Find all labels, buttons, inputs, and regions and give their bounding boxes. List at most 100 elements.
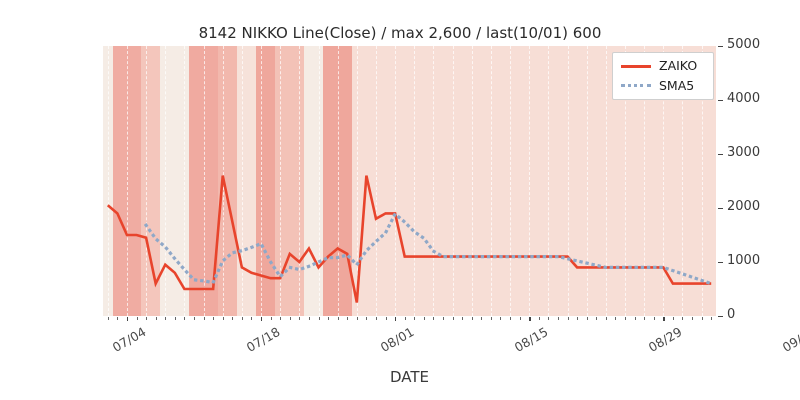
x-tick-minor-mark [308,317,310,320]
x-tick-minor-mark [318,317,320,320]
x-tick-minor-mark [596,317,598,320]
x-tick-minor-mark [634,317,636,320]
x-tick-minor-mark [586,317,588,320]
y-tick-mark [718,46,723,48]
series-line-zaiko [106,175,712,303]
legend-swatch-sma5 [621,84,651,87]
gridline [280,46,282,316]
x-tick-minor-mark [682,317,684,320]
gridline [586,46,588,316]
x-tick-minor-mark [213,317,215,320]
y-tick-mark [718,316,723,318]
y-tick-mark [718,208,723,210]
x-tick-minor-mark [481,317,483,320]
x-tick-mark [126,317,129,321]
gridline [452,46,454,316]
gridline [510,46,512,316]
series-lines [106,175,714,303]
gridline [567,46,569,316]
x-tick-minor-mark [366,317,368,320]
y-tick-label: 4000 [727,91,761,106]
x-tick-minor-mark [500,317,502,320]
x-tick-minor-mark [404,317,406,320]
gridline [299,46,301,316]
x-tick-minor-mark [184,317,186,320]
x-tick-minor-mark [165,317,167,320]
x-tick-label: 08/15 [512,324,551,356]
x-tick-minor-mark [625,317,626,320]
x-tick-minor-mark [193,317,195,320]
gridline [663,46,665,316]
x-tick-minor-mark [174,317,176,320]
x-tick-minor-mark [711,317,713,320]
gridline [682,46,684,316]
gridline [356,46,358,316]
x-tick-minor-mark [701,317,703,320]
gridline [471,46,473,316]
x-tick-label: 08/29 [646,324,685,356]
x-tick-minor-mark [414,317,416,320]
x-tick-minor-mark [423,317,425,320]
gridline [701,46,703,316]
x-tick-minor-mark [117,317,119,320]
x-tick-label: 08/01 [377,324,417,356]
x-tick-minor-mark [107,317,109,320]
gridline [644,46,646,316]
x-tick-minor-mark [567,317,569,320]
gridline [625,46,626,316]
x-tick-mark [395,317,397,321]
x-tick-minor-mark [538,317,540,320]
x-tick-minor-mark [270,317,272,320]
y-tick-label: 3000 [727,145,761,160]
gridline [241,46,243,316]
x-tick-label: 07/18 [243,324,283,356]
x-tick-minor-mark [222,317,224,320]
x-tick-minor-mark [672,317,674,320]
x-axis-title: DATE [389,368,430,386]
x-tick-minor-mark [385,317,387,320]
y-tick-label: 0 [727,307,736,322]
x-tick-minor-mark [557,317,559,320]
x-tick-minor-mark [280,317,282,320]
x-tick-minor-mark [289,317,291,320]
gridline [414,46,416,316]
x-tick-minor-mark [615,317,617,320]
x-tick-minor-mark [347,317,349,320]
x-tick-minor-mark [443,317,445,320]
gridline [375,46,377,316]
chart-legend: ZAIKO SMA5 [612,52,714,100]
x-tick-minor-mark [519,317,521,320]
x-tick-minor-mark [375,317,377,320]
gridline [548,46,550,316]
legend-swatch-zaiko [621,65,651,68]
x-tick-minor-mark [548,317,550,320]
x-tick-minor-mark [653,317,655,320]
x-tick-label: 07/04 [109,324,149,356]
gridline [490,46,492,316]
x-tick-minor-mark [605,317,607,320]
x-tick-minor-mark [155,317,157,320]
x-tick-minor-mark [644,317,646,320]
x-tick-minor-mark [136,317,138,320]
x-tick-mark [663,317,665,321]
x-tick-minor-mark [356,317,358,320]
gridline [529,46,531,316]
y-tick-label: 1000 [727,253,761,268]
x-tick-minor-mark [337,317,339,320]
x-tick-minor-mark [433,317,435,320]
gridline [126,46,128,316]
gridline [107,46,109,316]
x-tick-minor-mark [577,317,579,320]
x-tick-minor-mark [462,317,464,320]
gridline [605,46,607,316]
x-tick-minor-mark [510,317,512,320]
x-tick-label: 09/12 [780,324,800,356]
gridline [261,46,263,316]
vertical-gridlines [103,46,716,316]
legend-item-sma5[interactable]: SMA5 [621,78,713,94]
x-tick-mark [261,317,263,321]
legend-item-zaiko[interactable]: ZAIKO [621,58,713,74]
gridline [318,46,320,316]
gridline [337,46,339,316]
